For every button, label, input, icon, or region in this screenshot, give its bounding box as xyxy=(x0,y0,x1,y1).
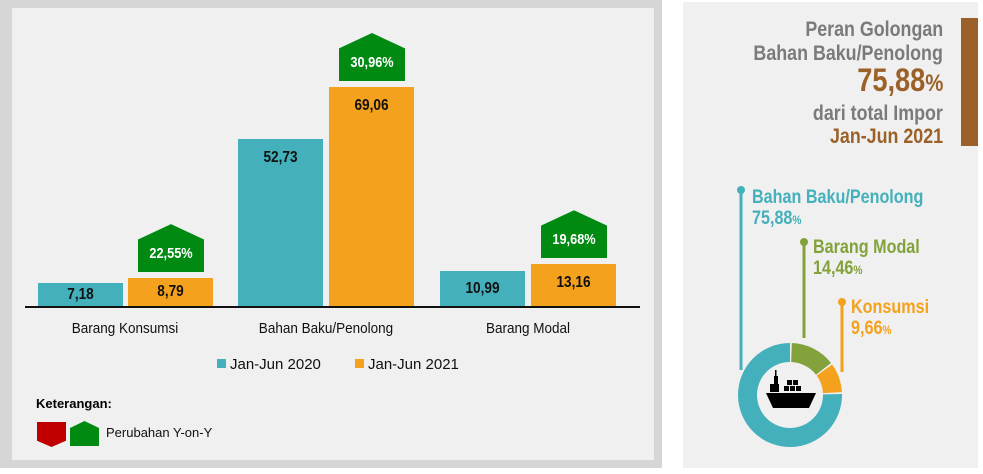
side-line3: dari total Impor xyxy=(813,102,943,125)
keterangan-label: Perubahan Y-on-Y xyxy=(106,425,213,440)
category-label: Bahan Baku/Penolong xyxy=(258,320,394,337)
donut-label-modal: Barang Modal 14,46% xyxy=(813,237,920,279)
donut-label-konsumsi: Konsumsi 9,66% xyxy=(851,297,930,339)
bar-value-label: 13,16 xyxy=(556,274,591,292)
accent-bar xyxy=(961,18,978,146)
donut-slice xyxy=(816,364,842,394)
bar-value-label: 7,18 xyxy=(67,285,94,303)
side-line1: Peran Golongan xyxy=(805,18,943,41)
bar-2021 xyxy=(531,264,616,306)
yoy-change-label: 30,96% xyxy=(350,54,394,71)
yoy-change-badge: 19,68% xyxy=(541,210,607,259)
yoy-change-badge: 22,55% xyxy=(138,224,204,273)
leader-dot xyxy=(737,186,745,194)
bar-2020 xyxy=(440,271,525,306)
legend-item-2021: Jan-Jun 2021 xyxy=(355,356,459,373)
donut-chart xyxy=(737,186,846,447)
x-axis-line xyxy=(25,306,640,308)
bar-value-label: 52,73 xyxy=(263,148,298,166)
yoy-change-label: 19,68% xyxy=(552,231,596,249)
bar-chart: Barang Konsumsi Bahan Baku/Penolong Bara… xyxy=(25,33,640,447)
bar-value-label: 10,99 xyxy=(465,279,500,297)
up-arrow-badge-icon xyxy=(70,421,99,446)
side-line2: Bahan Baku/Penolong xyxy=(753,42,943,65)
side-line4: Jan-Jun 2021 xyxy=(829,125,943,148)
legend-swatch xyxy=(217,359,226,368)
keterangan-title: Keterangan: xyxy=(36,396,112,411)
bar-2021 xyxy=(128,278,213,306)
legend-item-2020: Jan-Jun 2020 xyxy=(217,356,321,373)
donut-label-bahan-baku: Bahan Baku/Penolong 75,88% xyxy=(752,187,924,229)
legend-swatch xyxy=(355,359,364,368)
category-label: Barang Konsumsi xyxy=(71,320,179,337)
legend-label: Jan-Jun 2020 xyxy=(230,356,321,373)
down-arrow-badge-icon xyxy=(37,422,66,447)
bar-value-label: 8,79 xyxy=(157,283,184,301)
bar-2020 xyxy=(38,283,123,306)
donut-slice xyxy=(738,343,842,447)
leader-dot xyxy=(838,298,846,306)
bar-value-label: 69,06 xyxy=(354,97,389,114)
yoy-change-badge: 30,96% xyxy=(339,33,405,81)
bar-2021 xyxy=(329,87,414,306)
cargo-ship-icon xyxy=(766,370,816,408)
leader-dot xyxy=(800,238,808,246)
bar-2020 xyxy=(238,138,323,306)
side-pct: 75,88% xyxy=(856,62,943,98)
yoy-change-label: 22,55% xyxy=(149,245,193,263)
category-label: Barang Modal xyxy=(485,320,571,337)
legend-label: Jan-Jun 2021 xyxy=(368,356,459,373)
donut-slice xyxy=(791,343,832,375)
